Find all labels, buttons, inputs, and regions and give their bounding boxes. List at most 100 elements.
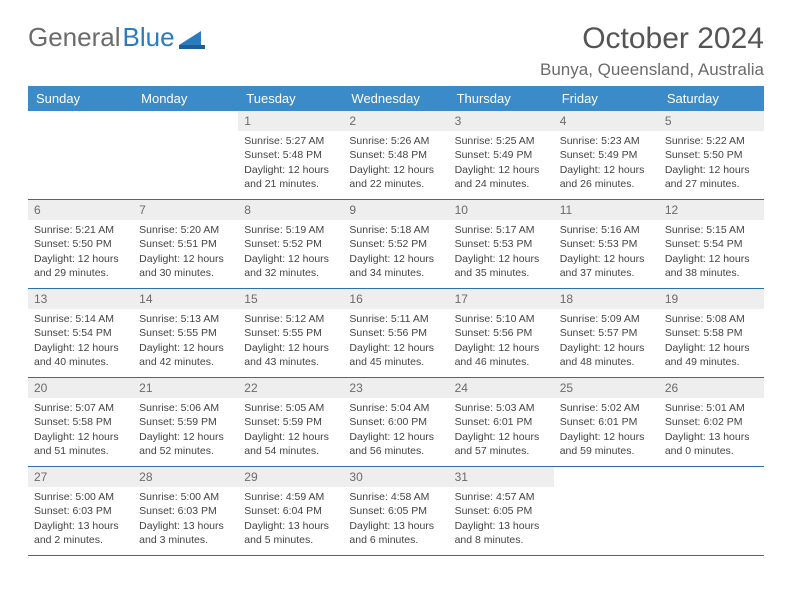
- sunset-text: Sunset: 5:49 PM: [455, 148, 548, 162]
- daylight-text: Daylight: 13 hours and 5 minutes.: [244, 519, 337, 547]
- sunrise-text: Sunrise: 5:00 AM: [34, 490, 127, 504]
- sunrise-text: Sunrise: 5:02 AM: [560, 401, 653, 415]
- daylight-text: Daylight: 12 hours and 32 minutes.: [244, 252, 337, 280]
- sunset-text: Sunset: 5:50 PM: [34, 237, 127, 251]
- sunrise-text: Sunrise: 5:03 AM: [455, 401, 548, 415]
- calendar-cell: 21Sunrise: 5:06 AMSunset: 5:59 PMDayligh…: [133, 378, 238, 466]
- calendar-cell: 14 Sunrise: 5:13 AMSunset: 5:55 PMDayligh…: [133, 289, 238, 377]
- weekday-header-row: SundayMondayTuesdayWednesdayThursdayFrid…: [28, 86, 764, 111]
- day-number: 8: [238, 200, 343, 220]
- sunrise-text: Sunrise: 5:12 AM: [244, 312, 337, 326]
- daylight-text: Daylight: 12 hours and 56 minutes.: [349, 430, 442, 458]
- sunrise-text: Sunrise: 5:13 AM: [139, 312, 232, 326]
- sunrise-text: Sunrise: 5:21 AM: [34, 223, 127, 237]
- sunrise-text: Sunrise: 4:59 AM: [244, 490, 337, 504]
- sunrise-text: Sunrise: 5:19 AM: [244, 223, 337, 237]
- sunset-text: Sunset: 5:53 PM: [560, 237, 653, 251]
- day-number: 14: [133, 289, 238, 309]
- day-number: 28: [133, 467, 238, 487]
- day-number: 15: [238, 289, 343, 309]
- sunrise-text: Sunrise: 5:04 AM: [349, 401, 442, 415]
- day-number: 21: [133, 378, 238, 398]
- calendar-cell: 13Sunrise: 5:14 AMSunset: 5:54 PMDayligh…: [28, 289, 133, 377]
- daylight-text: Daylight: 12 hours and 42 minutes.: [139, 341, 232, 369]
- calendar-cell: 23 Sunrise: 5:04 AMSunset: 6:00 PMDayligh…: [343, 378, 448, 466]
- day-number: 13: [28, 289, 133, 309]
- day-number: 19: [659, 289, 764, 309]
- daylight-text: Daylight: 12 hours and 30 minutes.: [139, 252, 232, 280]
- sunset-text: Sunset: 6:02 PM: [665, 415, 758, 429]
- calendar-cell: 9Sunrise: 5:18 AMSunset: 5:52 PMDaylight…: [343, 200, 448, 288]
- brand-part2: Blue: [123, 22, 175, 53]
- calendar-cell: 7Sunrise: 5:20 AMSunset: 5:51 PMDaylight…: [133, 200, 238, 288]
- header: GeneralBlue October 2024 Bunya, Queensla…: [28, 22, 764, 80]
- sunrise-text: Sunrise: 5:22 AM: [665, 134, 758, 148]
- sunset-text: Sunset: 5:54 PM: [665, 237, 758, 251]
- calendar-cell: 5Sunrise: 5:22 AMSunset: 5:50 PMDaylight…: [659, 111, 764, 199]
- calendar-row: 27Sunrise: 5:00 AMSunset: 6:03 PMDayligh…: [28, 467, 764, 556]
- sunset-text: Sunset: 5:48 PM: [244, 148, 337, 162]
- day-number: 9: [343, 200, 448, 220]
- daylight-text: Daylight: 12 hours and 51 minutes.: [34, 430, 127, 458]
- day-number: 5: [659, 111, 764, 131]
- calendar-row: 13Sunrise: 5:14 AMSunset: 5:54 PMDayligh…: [28, 289, 764, 378]
- day-number: 4: [554, 111, 659, 131]
- daylight-text: Daylight: 12 hours and 57 minutes.: [455, 430, 548, 458]
- sunset-text: Sunset: 6:00 PM: [349, 415, 442, 429]
- daylight-text: Daylight: 12 hours and 40 minutes.: [34, 341, 127, 369]
- calendar-cell: 8 Sunrise: 5:19 AMSunset: 5:52 PMDaylight…: [238, 200, 343, 288]
- brand-part1: General: [28, 22, 121, 53]
- day-number: 25: [554, 378, 659, 398]
- sunset-text: Sunset: 5:59 PM: [139, 415, 232, 429]
- daylight-text: Daylight: 12 hours and 45 minutes.: [349, 341, 442, 369]
- sunrise-text: Sunrise: 5:11 AM: [349, 312, 442, 326]
- weekday-header: Tuesday: [238, 86, 343, 111]
- calendar-cell: 27Sunrise: 5:00 AMSunset: 6:03 PMDayligh…: [28, 467, 133, 555]
- sunrise-text: Sunrise: 5:01 AM: [665, 401, 758, 415]
- calendar-cell: .: [659, 467, 764, 555]
- sunset-text: Sunset: 6:05 PM: [349, 504, 442, 518]
- sunrise-text: Sunrise: 5:08 AM: [665, 312, 758, 326]
- day-number: 2: [343, 111, 448, 131]
- sunset-text: Sunset: 5:53 PM: [455, 237, 548, 251]
- daylight-text: Daylight: 12 hours and 26 minutes.: [560, 163, 653, 191]
- sunset-text: Sunset: 5:56 PM: [455, 326, 548, 340]
- sunset-text: Sunset: 5:55 PM: [139, 326, 232, 340]
- calendar-cell: 26Sunrise: 5:01 AMSunset: 6:02 PMDayligh…: [659, 378, 764, 466]
- title-block: October 2024 Bunya, Queensland, Australi…: [540, 22, 764, 80]
- brand-logo: GeneralBlue: [28, 22, 205, 53]
- sunset-text: Sunset: 5:48 PM: [349, 148, 442, 162]
- calendar-cell: 19Sunrise: 5:08 AMSunset: 5:58 PMDayligh…: [659, 289, 764, 377]
- day-number: 29: [238, 467, 343, 487]
- sunrise-text: Sunrise: 5:06 AM: [139, 401, 232, 415]
- sunrise-text: Sunrise: 5:10 AM: [455, 312, 548, 326]
- sunrise-text: Sunrise: 5:05 AM: [244, 401, 337, 415]
- page-title: October 2024: [540, 22, 764, 56]
- sunrise-text: Sunrise: 5:17 AM: [455, 223, 548, 237]
- sunset-text: Sunset: 5:58 PM: [665, 326, 758, 340]
- calendar-cell: 10Sunrise: 5:17 AMSunset: 5:53 PMDayligh…: [449, 200, 554, 288]
- day-number: 6: [28, 200, 133, 220]
- daylight-text: Daylight: 12 hours and 37 minutes.: [560, 252, 653, 280]
- day-number: 11: [554, 200, 659, 220]
- day-number: 23: [343, 378, 448, 398]
- sunrise-text: Sunrise: 5:07 AM: [34, 401, 127, 415]
- day-number: 24: [449, 378, 554, 398]
- day-number: 22: [238, 378, 343, 398]
- sunset-text: Sunset: 6:03 PM: [139, 504, 232, 518]
- day-number: 1: [238, 111, 343, 131]
- sunrise-text: Sunrise: 5:15 AM: [665, 223, 758, 237]
- sunset-text: Sunset: 5:52 PM: [349, 237, 442, 251]
- weekday-header: Thursday: [449, 86, 554, 111]
- sunset-text: Sunset: 5:52 PM: [244, 237, 337, 251]
- calendar-cell: 30Sunrise: 4:58 AMSunset: 6:05 PMDayligh…: [343, 467, 448, 555]
- calendar-cell: 11 Sunrise: 5:16 AMSunset: 5:53 PMDayligh…: [554, 200, 659, 288]
- sunrise-text: Sunrise: 5:16 AM: [560, 223, 653, 237]
- sunset-text: Sunset: 5:54 PM: [34, 326, 127, 340]
- sunset-text: Sunset: 5:59 PM: [244, 415, 337, 429]
- day-number: 17: [449, 289, 554, 309]
- daylight-text: Daylight: 12 hours and 22 minutes.: [349, 163, 442, 191]
- sunrise-text: Sunrise: 5:25 AM: [455, 134, 548, 148]
- day-number: 18: [554, 289, 659, 309]
- day-number: 30: [343, 467, 448, 487]
